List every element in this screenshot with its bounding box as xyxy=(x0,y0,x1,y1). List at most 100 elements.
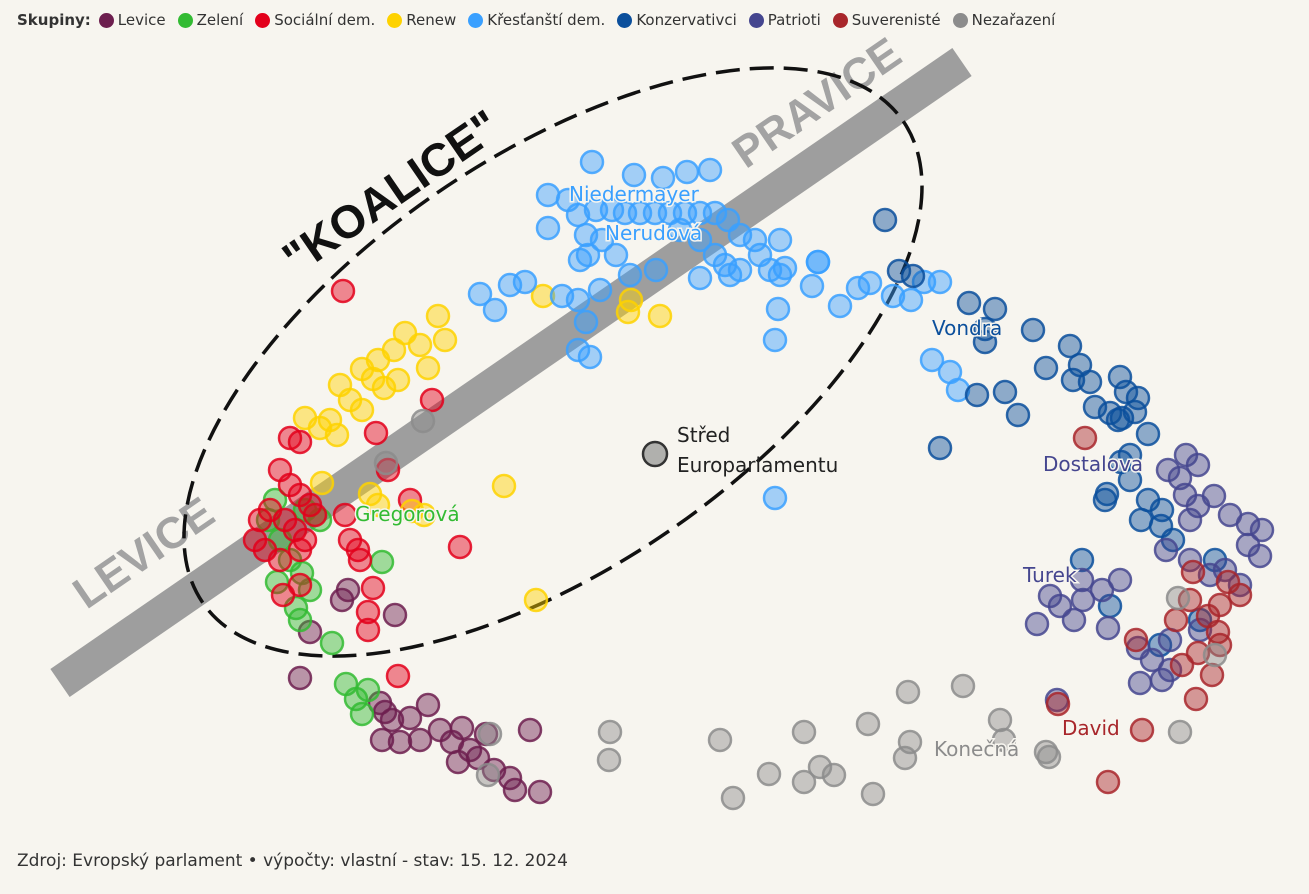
mep-point-renew[interactable] xyxy=(324,422,350,448)
mep-point-levice[interactable] xyxy=(379,707,405,733)
mep-point-socdem[interactable] xyxy=(419,387,445,413)
mep-point-socdem[interactable] xyxy=(302,502,328,528)
mep-point-nezar[interactable] xyxy=(791,719,817,745)
legend-item-levice[interactable]: Levice xyxy=(98,11,166,29)
mep-point-socdem[interactable] xyxy=(385,663,411,689)
mep-point-nezar[interactable] xyxy=(596,747,622,773)
mep-point-konz[interactable] xyxy=(1107,364,1133,390)
mep-point-levice[interactable] xyxy=(502,777,528,803)
mep-point-konz[interactable] xyxy=(1105,407,1131,433)
mep-point-krestan[interactable] xyxy=(702,200,728,226)
legend-item-renew[interactable]: Renew xyxy=(387,11,456,29)
mep-point-krestan[interactable] xyxy=(687,265,713,291)
mep-point-krestan[interactable] xyxy=(567,247,593,273)
mep-point-patrioti[interactable] xyxy=(1185,452,1211,478)
mep-point-socdem[interactable] xyxy=(355,599,381,625)
mep-point-konz[interactable] xyxy=(964,382,990,408)
mep-point-nezar[interactable] xyxy=(892,745,918,771)
mep-point-nezar[interactable] xyxy=(821,762,847,788)
mep-point-suver[interactable] xyxy=(1123,627,1149,653)
mep-point-patrioti[interactable] xyxy=(1061,607,1087,633)
mep-point-krestan[interactable] xyxy=(717,262,743,288)
mep-point-patrioti[interactable] xyxy=(1155,457,1181,483)
mep-point-socdem[interactable] xyxy=(287,537,313,563)
mep-point-levice[interactable] xyxy=(449,715,475,741)
legend-item-patrioti[interactable]: Patrioti xyxy=(748,11,821,29)
mep-point-konz[interactable] xyxy=(900,263,926,289)
mep-point-krestan[interactable] xyxy=(573,309,599,335)
mep-point-konz[interactable] xyxy=(1113,379,1139,405)
mep-point-nezar[interactable] xyxy=(991,727,1017,753)
mep-point-nezar[interactable] xyxy=(855,711,881,737)
mep-point-socdem[interactable] xyxy=(332,502,358,528)
legend-item-zeleni[interactable]: Zelení xyxy=(177,11,243,29)
mep-point-renew[interactable] xyxy=(371,375,397,401)
mep-point-nezar[interactable] xyxy=(860,781,886,807)
mep-point-nezar[interactable] xyxy=(1165,585,1191,611)
mep-point-nezar[interactable] xyxy=(1202,642,1228,668)
mep-point-krestan[interactable] xyxy=(587,277,613,303)
mep-point-suver[interactable] xyxy=(1045,691,1071,717)
mep-point-krestan[interactable] xyxy=(650,165,676,191)
mep-point-socdem[interactable] xyxy=(247,507,273,533)
mep-point-nezar[interactable] xyxy=(807,754,833,780)
mep-point-suver[interactable] xyxy=(1227,582,1253,608)
mep-point-konz[interactable] xyxy=(1082,394,1108,420)
mep-point-krestan[interactable] xyxy=(467,281,493,307)
mep-point-krestan[interactable] xyxy=(603,242,629,268)
mep-point-suver[interactable] xyxy=(1183,686,1209,712)
mep-point-suver[interactable] xyxy=(1095,769,1121,795)
mep-point-konz[interactable] xyxy=(1020,317,1046,343)
mep-point-suver[interactable] xyxy=(1199,662,1225,688)
legend-item-socdem[interactable]: Sociální dem. xyxy=(255,11,375,29)
mep-point-zeleni[interactable] xyxy=(355,677,381,703)
mep-point-patrioti[interactable] xyxy=(1249,517,1275,543)
mep-point-konz[interactable] xyxy=(1135,421,1161,447)
mep-point-patrioti[interactable] xyxy=(1153,537,1179,563)
mep-point-levice[interactable] xyxy=(369,727,395,753)
mep-point-konz[interactable] xyxy=(1033,355,1059,381)
mep-point-levice[interactable] xyxy=(415,692,441,718)
mep-point-patrioti[interactable] xyxy=(1024,611,1050,637)
mep-point-krestan[interactable] xyxy=(762,327,788,353)
mep-point-socdem[interactable] xyxy=(447,534,473,560)
mep-point-konz[interactable] xyxy=(972,316,998,342)
mep-point-krestan[interactable] xyxy=(919,347,945,373)
mep-point-krestan[interactable] xyxy=(621,162,647,188)
mep-point-krestan[interactable] xyxy=(799,273,825,299)
mep-point-nezar[interactable] xyxy=(987,707,1013,733)
mep-point-krestan[interactable] xyxy=(880,283,906,309)
mep-point-nezar[interactable] xyxy=(597,719,623,745)
mep-point-konz[interactable] xyxy=(927,435,953,461)
mep-point-krestan[interactable] xyxy=(482,297,508,323)
mep-point-patrioti[interactable] xyxy=(1185,493,1211,519)
mep-point-levice[interactable] xyxy=(287,665,313,691)
mep-point-konz[interactable] xyxy=(982,296,1008,322)
mep-point-krestan[interactable] xyxy=(565,287,591,313)
mep-point-renew[interactable] xyxy=(385,367,411,393)
mep-point-nezar[interactable] xyxy=(1036,744,1062,770)
mep-point-nezar[interactable] xyxy=(756,761,782,787)
mep-point-krestan[interactable] xyxy=(643,257,669,283)
mep-point-krestan[interactable] xyxy=(617,262,643,288)
mep-point-konz[interactable] xyxy=(886,258,912,284)
mep-point-krestan[interactable] xyxy=(845,275,871,301)
mep-point-renew[interactable] xyxy=(415,355,441,381)
mep-point-konz[interactable] xyxy=(956,290,982,316)
mep-point-patrioti[interactable] xyxy=(1069,567,1095,593)
mep-point-levice[interactable] xyxy=(517,717,543,743)
legend-item-nezar[interactable]: Nezařazení xyxy=(952,11,1055,29)
mep-point-krestan[interactable] xyxy=(742,227,768,253)
mep-point-krestan[interactable] xyxy=(674,159,700,185)
mep-point-krestan[interactable] xyxy=(687,227,713,253)
mep-point-krestan[interactable] xyxy=(579,149,605,175)
mep-point-levice[interactable] xyxy=(407,727,433,753)
mep-point-krestan[interactable] xyxy=(727,222,753,248)
mep-point-krestan[interactable] xyxy=(697,157,723,183)
mep-point-krestan[interactable] xyxy=(898,287,924,313)
mep-point-renew[interactable] xyxy=(530,283,556,309)
mep-point-suver[interactable] xyxy=(1129,717,1155,743)
mep-point-zeleni[interactable] xyxy=(287,607,313,633)
mep-point-nezar[interactable] xyxy=(1167,719,1193,745)
mep-point-patrioti[interactable] xyxy=(1107,567,1133,593)
